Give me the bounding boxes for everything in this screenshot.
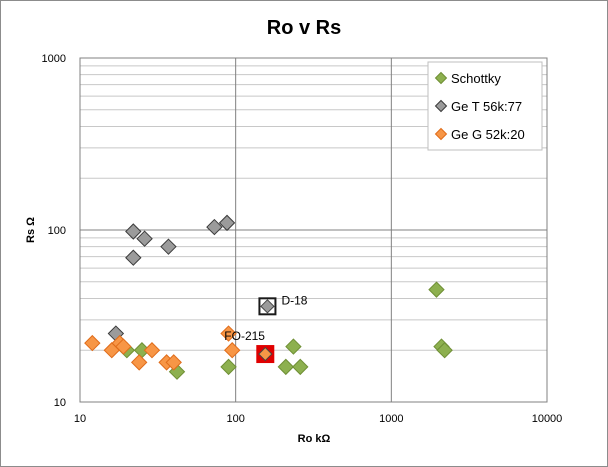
y-tick-label: 100 bbox=[48, 225, 66, 237]
highlight-marker-diamond bbox=[258, 346, 273, 362]
data-point bbox=[220, 358, 237, 376]
plot-area-border bbox=[79, 57, 548, 403]
x-axis-label: Ro kΩ bbox=[298, 433, 331, 445]
data-points bbox=[84, 214, 453, 380]
legend-label: Ge T 56k:77 bbox=[451, 99, 522, 114]
y-tick-label: 1000 bbox=[42, 53, 66, 65]
x-tick-label: 1000 bbox=[379, 413, 403, 425]
annotation-label: FO-215 bbox=[224, 329, 265, 343]
annotations: D-18 FO-215 bbox=[224, 293, 307, 343]
data-point bbox=[292, 358, 309, 376]
data-point bbox=[220, 325, 237, 342]
legend: Schottky Ge T 56k:77 Ge G 52k:20 bbox=[427, 61, 543, 151]
y-tick-label: 10 bbox=[54, 397, 66, 409]
highlight-marker-diamond bbox=[260, 299, 275, 314]
data-point bbox=[136, 230, 153, 247]
y-axis-label: Rs Ω bbox=[25, 217, 37, 243]
data-point bbox=[223, 342, 241, 359]
data-point bbox=[125, 223, 142, 240]
x-tick-label: 100 bbox=[226, 413, 244, 425]
data-point bbox=[206, 218, 223, 236]
legend-label: Ge G 52k:20 bbox=[451, 127, 525, 142]
legend-marker bbox=[434, 71, 448, 85]
data-point bbox=[130, 354, 148, 371]
chart-title: Ro v Rs bbox=[267, 17, 341, 39]
data-point bbox=[165, 354, 182, 371]
data-point bbox=[115, 338, 132, 355]
tick-labels: 10 100 1000 10000 10 100 1000 bbox=[42, 53, 563, 425]
data-point bbox=[143, 342, 161, 359]
data-point bbox=[285, 338, 302, 355]
data-point bbox=[436, 342, 453, 359]
legend-marker bbox=[434, 127, 448, 141]
data-point bbox=[125, 249, 142, 266]
annotation-label: D-18 bbox=[281, 293, 307, 307]
x-tick-label: 10 bbox=[74, 413, 86, 425]
data-point bbox=[218, 214, 236, 232]
data-point bbox=[277, 358, 295, 376]
legend-label: Schottky bbox=[451, 71, 501, 86]
data-point bbox=[84, 334, 101, 352]
legend-marker bbox=[434, 99, 448, 113]
data-point bbox=[160, 238, 177, 255]
x-tick-label: 10000 bbox=[532, 413, 563, 425]
data-point bbox=[428, 281, 445, 298]
